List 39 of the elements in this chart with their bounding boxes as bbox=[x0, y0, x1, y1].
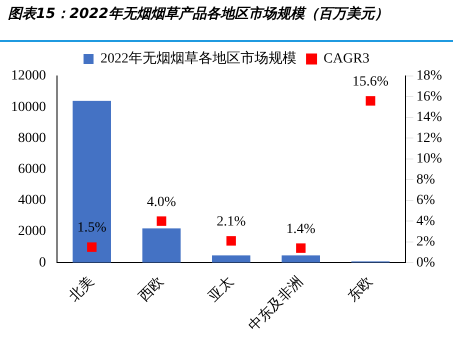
y-tick-label: 0 bbox=[39, 255, 46, 270]
y-tick-label: 2000 bbox=[18, 224, 46, 240]
legend-label: 2022年无烟烟草各地区市场规模 bbox=[100, 50, 297, 67]
y2-tick-label: 8% bbox=[416, 172, 436, 188]
x-tick-label: 西欧 bbox=[136, 274, 167, 305]
y-tick-label: 10000 bbox=[11, 100, 46, 115]
point bbox=[87, 242, 97, 252]
y2-tick-label: 12% bbox=[416, 130, 442, 146]
point bbox=[296, 243, 306, 253]
point bbox=[366, 96, 376, 106]
y2-tick-label: 14% bbox=[416, 110, 442, 126]
y2-tick-label: 10% bbox=[416, 152, 442, 167]
bar bbox=[282, 255, 320, 263]
data-label: 1.5% bbox=[77, 220, 107, 236]
y2-tick-label: 6% bbox=[416, 193, 436, 208]
x-tick-label: 北美 bbox=[66, 274, 98, 305]
bar bbox=[72, 100, 111, 263]
x-tick-label: 东欧 bbox=[344, 274, 376, 305]
bar bbox=[212, 255, 250, 263]
chart-title: 图表15：2022年无烟烟草产品各地区市场规模（百万美元） bbox=[0, 0, 453, 42]
y-tick-label: 8000 bbox=[18, 130, 46, 146]
data-label: 1.4% bbox=[286, 222, 316, 237]
bar bbox=[142, 228, 181, 263]
point bbox=[226, 236, 236, 246]
y2-tick-label: 16% bbox=[416, 89, 442, 104]
x-tick-label: 亚太 bbox=[205, 274, 237, 305]
legend-label: CAGR3 bbox=[324, 52, 370, 67]
y-tick-label: 6000 bbox=[18, 162, 46, 177]
x-tick-label: 中东及非洲 bbox=[245, 274, 306, 334]
point bbox=[156, 216, 166, 226]
data-label: 15.6% bbox=[352, 74, 389, 90]
data-label: 4.0% bbox=[146, 194, 176, 210]
y2-tick-label: 2% bbox=[416, 234, 436, 250]
y-tick-label: 12000 bbox=[11, 68, 46, 84]
y2-tick-label: 0% bbox=[416, 255, 436, 270]
y2-tick-label: 4% bbox=[416, 214, 436, 229]
y2-tick-label: 18% bbox=[416, 68, 442, 84]
y-tick-label: 4000 bbox=[18, 193, 46, 208]
data-label: 2.1% bbox=[216, 214, 246, 230]
